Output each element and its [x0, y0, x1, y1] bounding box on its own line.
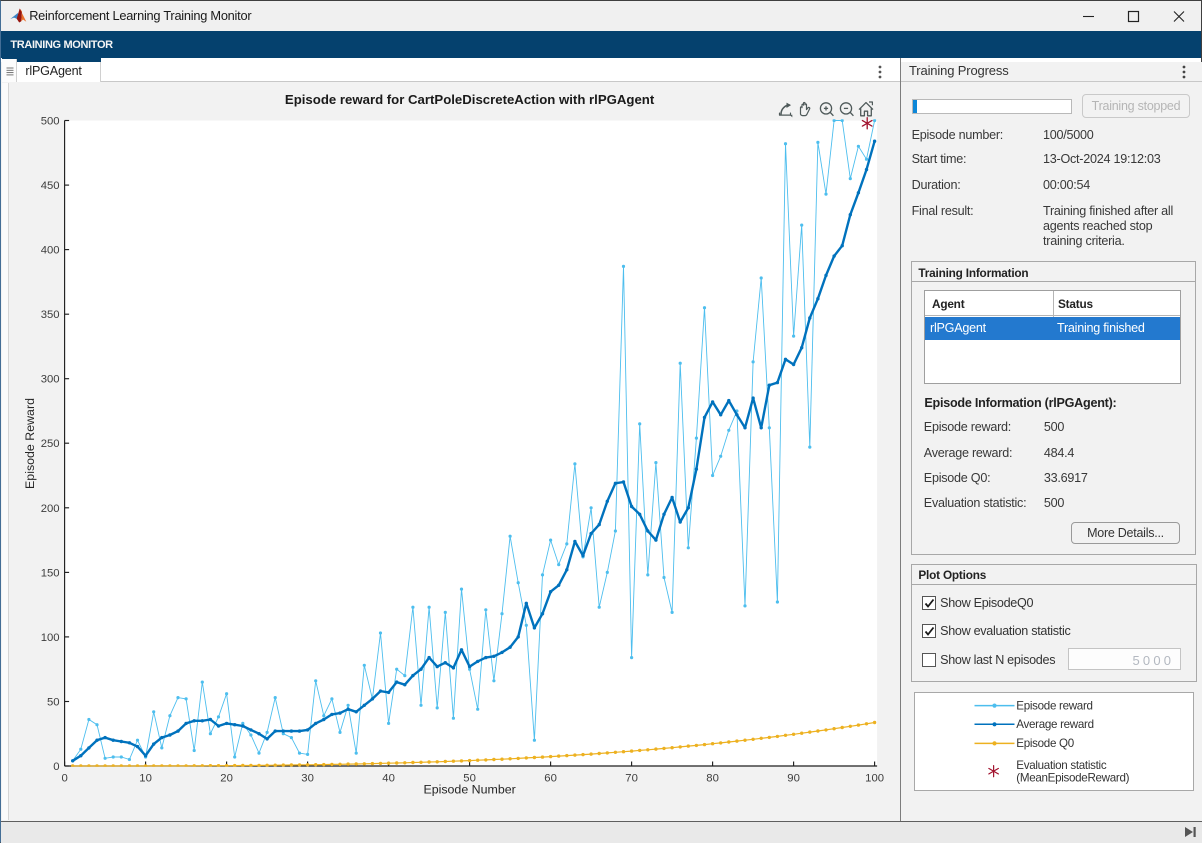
svg-text:Evaluation statistic: Evaluation statistic — [1016, 759, 1107, 772]
svg-text:Episode reward: Episode reward — [1016, 699, 1092, 712]
svg-text:100: 100 — [865, 773, 884, 785]
svg-text:250: 250 — [41, 438, 60, 450]
svg-text:Episode Q0: Episode Q0 — [1016, 737, 1074, 750]
svg-text:0: 0 — [53, 761, 59, 773]
svg-text:40: 40 — [382, 773, 395, 785]
svg-text:(MeanEpisodeReward): (MeanEpisodeReward) — [1016, 771, 1129, 784]
svg-text:Episode Number: Episode Number — [423, 783, 515, 797]
svg-text:100: 100 — [41, 632, 60, 644]
svg-text:200: 200 — [41, 503, 60, 515]
svg-text:400: 400 — [41, 245, 60, 257]
svg-text:350: 350 — [41, 309, 60, 321]
svg-text:450: 450 — [41, 180, 60, 192]
svg-text:300: 300 — [41, 374, 60, 386]
svg-text:30: 30 — [301, 773, 314, 785]
svg-text:10: 10 — [139, 773, 152, 785]
svg-text:Average reward: Average reward — [1016, 718, 1093, 731]
svg-text:20: 20 — [220, 773, 233, 785]
svg-text:60: 60 — [544, 773, 557, 785]
svg-text:50: 50 — [463, 773, 476, 785]
svg-text:50: 50 — [47, 697, 60, 709]
svg-text:70: 70 — [625, 773, 638, 785]
svg-text:Episode Reward: Episode Reward — [23, 398, 37, 489]
svg-text:0: 0 — [61, 773, 67, 785]
svg-text:90: 90 — [787, 773, 800, 785]
svg-text:80: 80 — [706, 773, 719, 785]
svg-text:150: 150 — [41, 567, 60, 579]
svg-text:500: 500 — [41, 116, 60, 128]
svg-text:Episode reward for CartPoleDis: Episode reward for CartPoleDiscreteActio… — [285, 92, 655, 107]
